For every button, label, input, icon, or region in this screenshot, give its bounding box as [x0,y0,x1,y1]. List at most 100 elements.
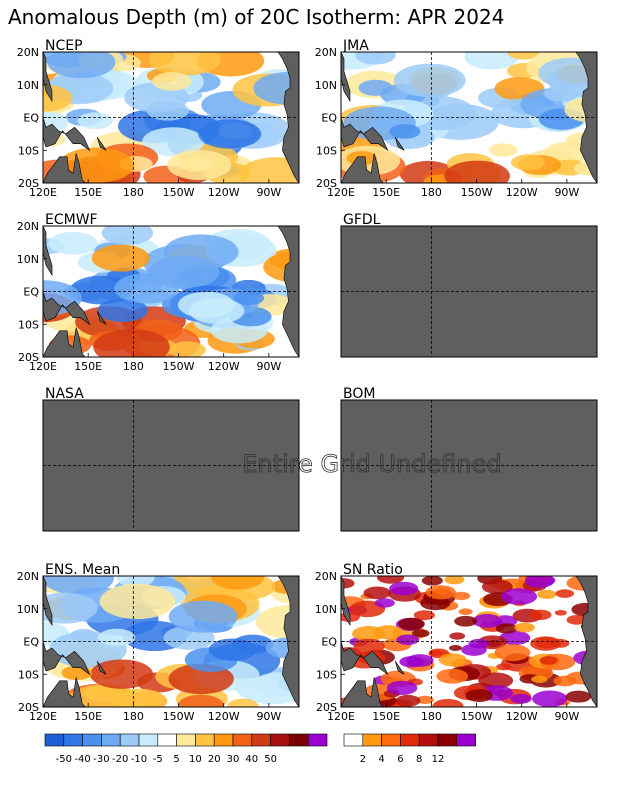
field-blob [116,576,155,587]
field-blob [233,290,265,306]
legend-swatch [195,733,215,747]
field-blob [167,150,232,180]
legend-swatch [400,733,420,747]
field-blob [386,680,418,696]
field-blob [539,656,558,665]
field-blob [93,329,170,357]
legend-label: 20 [208,754,221,765]
field-blob [148,52,221,76]
panel-bom: BOM [340,386,598,532]
field-blob [114,273,180,304]
legend-label: -5 [153,754,163,765]
lon-tick-label: 150E [372,186,400,199]
field-blob [464,52,519,70]
field-blob [363,586,392,600]
land-shape [341,641,389,676]
field-blob [543,85,579,102]
lat-tick-label: EQ [321,112,337,125]
field-blob [494,644,531,661]
panel-frame [340,225,598,358]
lon-tick-label: 120E [29,186,57,199]
field-blob [152,72,192,91]
field-blob [553,675,577,687]
lon-tick-label: 150E [74,710,102,723]
land-shape [43,291,91,326]
anomaly-field [341,576,597,707]
land-shape [43,641,91,676]
field-blob [43,576,114,595]
field-blob [99,583,176,620]
lat-tick-label: 10S [316,144,337,157]
land-shape [341,677,384,707]
legend-label: 50 [264,754,277,765]
field-blob [341,578,355,589]
field-blob [398,617,425,631]
lat-tick-label: 10N [17,603,39,616]
field-blob [396,634,420,646]
legend-label: 5 [173,754,179,765]
field-blob [514,622,535,633]
field-blob [488,143,518,157]
field-blob [465,689,493,702]
field-blob [425,585,456,600]
field-blob [238,157,299,183]
lat-tick-label: 20N [17,46,39,59]
lon-tick-label: 180 [123,186,144,199]
field-blob [65,684,143,707]
lat-tick-label: 20N [17,570,39,583]
field-blob [89,659,154,689]
lat-tick-label: 20S [18,351,39,364]
legend-swatch [44,733,65,747]
lon-tick-label: 150W [461,710,493,723]
lon-tick-label: 150E [74,360,102,373]
lon-tick-label: 120E [327,186,355,199]
legend-swatch [119,733,140,747]
legend-swatch [289,733,309,747]
field-blob [48,231,98,255]
field-blob [77,112,114,130]
land-shape [43,117,91,152]
legend-swatch [381,733,401,747]
undefined-grid-label: Entire Grid Undefined [242,450,501,478]
field-blob [501,588,538,605]
field-blob [438,653,467,667]
lon-tick-label: 150W [163,360,195,373]
lat-tick-label: 20N [315,46,337,59]
lat-tick-label: 10S [18,668,39,681]
land-shape [43,153,86,183]
field-blob [208,638,257,661]
lat-tick-label: 20S [18,177,39,190]
panel-title: JMA [342,38,369,54]
legend-swatch [232,733,253,747]
legend-swatch [362,733,382,747]
lat-tick-label: 20S [316,701,337,714]
land-shape [341,576,351,627]
lat-tick-label: EQ [23,636,39,649]
field-blob [393,63,466,98]
legend-swatch [343,733,364,747]
panel-frame [42,399,300,532]
lon-tick-label: 120E [327,710,355,723]
land-shape [43,677,86,707]
field-blob [198,119,262,149]
field-blob [566,614,588,625]
field-blob [413,610,435,621]
lat-tick-label: 10S [18,318,39,331]
lat-tick-label: 10N [315,79,337,92]
field-blob [449,644,462,651]
lon-tick-label: 120W [506,710,538,723]
panel-frame [340,399,598,532]
field-blob [531,675,548,684]
legend-label: 30 [227,754,240,765]
field-blob [468,638,489,649]
legend-swatch [138,733,159,747]
field-blob [454,615,478,627]
field-blob [374,598,395,608]
lon-tick-label: 90W [256,186,281,199]
field-blob [496,663,512,671]
field-blob [458,608,473,615]
